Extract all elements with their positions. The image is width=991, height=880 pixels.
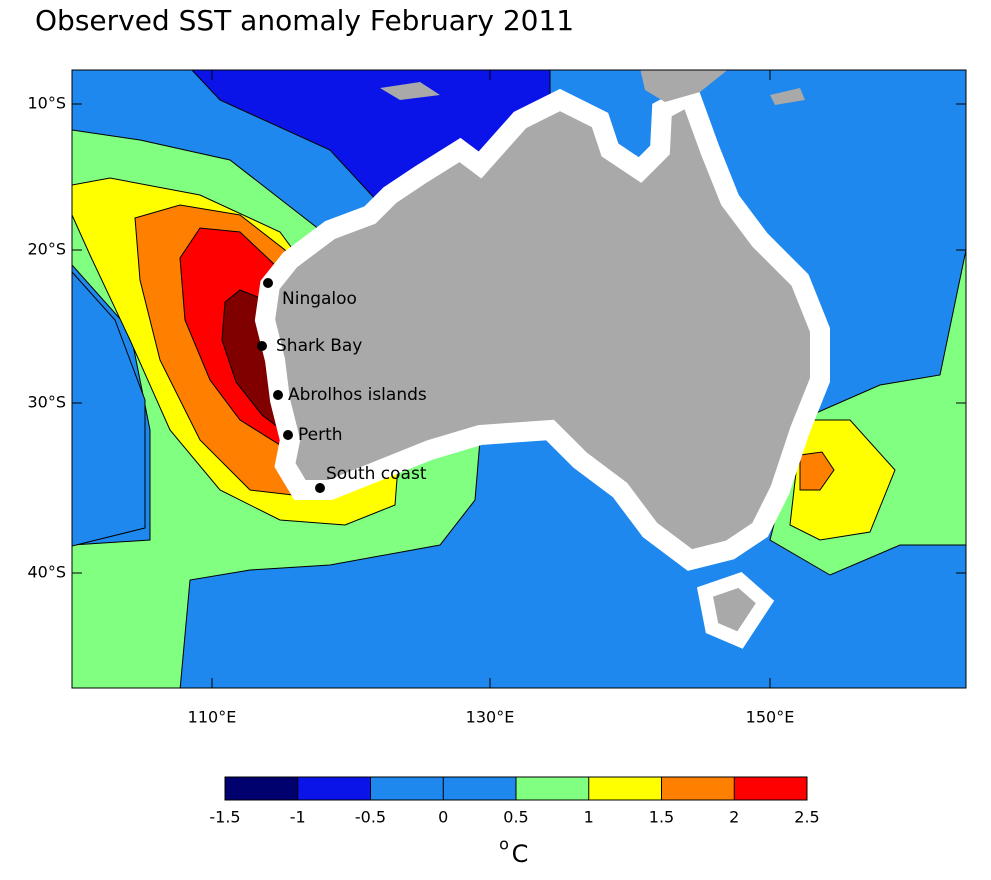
colorbar-tick-label: 0	[438, 808, 448, 827]
colorbar-tick-label: -1.5	[209, 808, 240, 827]
site-label: Perth	[298, 425, 343, 445]
colorbar-bin	[734, 777, 807, 800]
site-marker	[283, 430, 293, 440]
lat-label: 30°S	[27, 393, 66, 412]
unit-degree: o	[499, 835, 509, 854]
map-frame	[71, 69, 967, 689]
site-marker	[315, 483, 325, 493]
contour-1.5-east	[799, 451, 835, 491]
lon-label: 150°E	[746, 708, 795, 727]
australia	[254, 80, 830, 571]
colorbar-bin	[225, 777, 298, 800]
colorbar-bin	[297, 777, 371, 800]
lat-label: 20°S	[27, 240, 66, 259]
contour-0	[72, 271, 146, 547]
site-label: Shark Bay	[276, 336, 362, 356]
new-guinea	[640, 70, 728, 102]
colorbar-tick-label: 0.5	[503, 808, 528, 827]
colorbar-bin	[370, 777, 444, 800]
site-marker	[263, 278, 273, 288]
site-marker	[257, 341, 267, 351]
site-label: Abrolhos islands	[288, 385, 427, 405]
colorbar-tick-label: 2.5	[794, 808, 819, 827]
colorbar-bin	[443, 777, 516, 800]
colorbar-tick-label: -0.5	[355, 808, 386, 827]
lon-label: 130°E	[466, 708, 515, 727]
colorbar-bin	[516, 777, 589, 800]
colorbar-tick-label: 1.5	[649, 808, 674, 827]
islands	[770, 88, 805, 105]
colorbar-bin	[588, 777, 662, 800]
colorbar-tick-label: -1	[290, 808, 306, 827]
site-label: South coast	[326, 464, 427, 484]
map-area	[72, 70, 966, 688]
colorbar-tick-label: 2	[729, 808, 739, 827]
map-title: Observed SST anomaly February 2011	[35, 4, 574, 37]
islands	[380, 82, 440, 100]
lon-label: 110°E	[188, 708, 237, 727]
lat-label: 40°S	[27, 563, 66, 582]
lat-label: 10°S	[27, 94, 66, 113]
colorbar-tick-label: 1	[584, 808, 594, 827]
site-marker	[273, 390, 283, 400]
tasmania	[696, 572, 775, 649]
site-label: Ningaloo	[282, 289, 357, 309]
unit-letter: C	[512, 840, 529, 868]
colorbar-bin	[661, 777, 735, 800]
